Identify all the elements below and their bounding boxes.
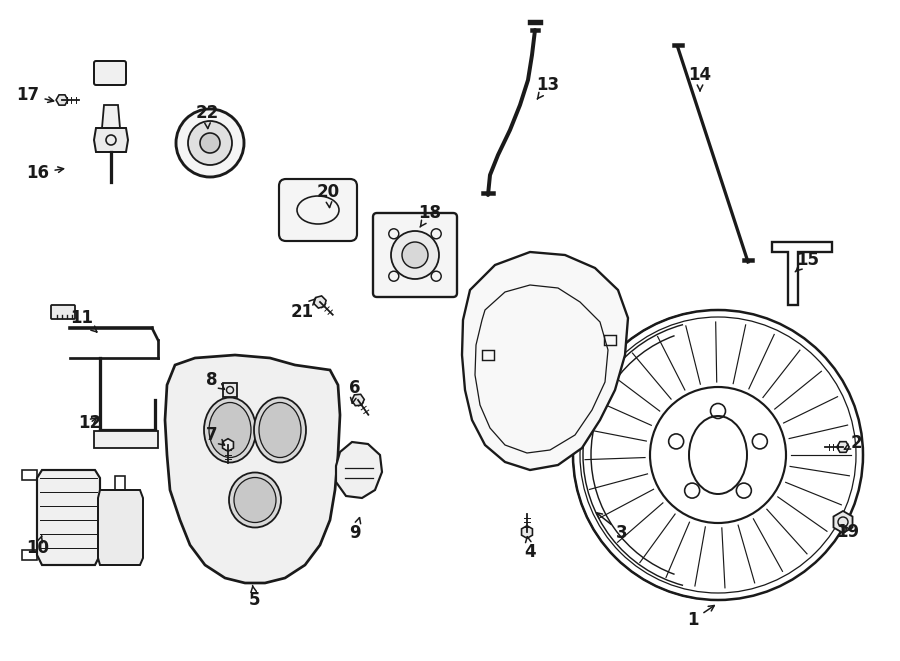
Polygon shape <box>833 511 852 533</box>
Polygon shape <box>837 442 850 452</box>
Polygon shape <box>222 439 233 451</box>
Text: 21: 21 <box>291 298 316 321</box>
Text: 9: 9 <box>349 518 361 542</box>
Circle shape <box>391 231 439 279</box>
Ellipse shape <box>234 477 276 522</box>
Polygon shape <box>223 383 237 397</box>
Text: 18: 18 <box>418 204 442 227</box>
Polygon shape <box>521 525 533 538</box>
Text: 5: 5 <box>249 586 261 609</box>
Text: 13: 13 <box>536 76 560 99</box>
FancyBboxPatch shape <box>94 61 126 85</box>
Polygon shape <box>314 296 326 308</box>
Ellipse shape <box>209 403 251 457</box>
Ellipse shape <box>229 473 281 527</box>
Text: 11: 11 <box>70 309 97 332</box>
FancyBboxPatch shape <box>51 305 75 319</box>
Ellipse shape <box>204 397 256 463</box>
Text: 16: 16 <box>26 164 64 182</box>
Circle shape <box>188 121 232 165</box>
Text: 19: 19 <box>836 523 860 541</box>
Circle shape <box>176 109 244 177</box>
Text: 8: 8 <box>206 371 224 389</box>
Text: 15: 15 <box>796 251 820 272</box>
Polygon shape <box>352 395 365 406</box>
Text: 20: 20 <box>317 183 339 208</box>
Polygon shape <box>336 442 382 498</box>
Circle shape <box>402 242 428 268</box>
Text: 10: 10 <box>26 536 50 557</box>
Text: 22: 22 <box>195 104 219 129</box>
Ellipse shape <box>254 397 306 463</box>
Text: 12: 12 <box>78 414 102 432</box>
FancyBboxPatch shape <box>373 213 457 297</box>
Ellipse shape <box>259 403 301 457</box>
Text: 4: 4 <box>524 537 536 561</box>
Text: 2: 2 <box>844 434 862 452</box>
Text: 7: 7 <box>206 426 224 445</box>
Polygon shape <box>56 95 68 105</box>
Polygon shape <box>462 252 628 470</box>
Polygon shape <box>98 490 143 565</box>
Text: 1: 1 <box>688 605 715 629</box>
FancyBboxPatch shape <box>94 431 158 448</box>
Text: 6: 6 <box>349 379 361 403</box>
Polygon shape <box>94 128 128 152</box>
Text: 14: 14 <box>688 66 712 91</box>
FancyBboxPatch shape <box>279 179 357 241</box>
Text: 3: 3 <box>597 513 628 542</box>
Polygon shape <box>102 105 120 138</box>
Polygon shape <box>37 470 100 565</box>
Circle shape <box>200 133 220 153</box>
Polygon shape <box>165 355 340 583</box>
Text: 17: 17 <box>16 86 54 104</box>
